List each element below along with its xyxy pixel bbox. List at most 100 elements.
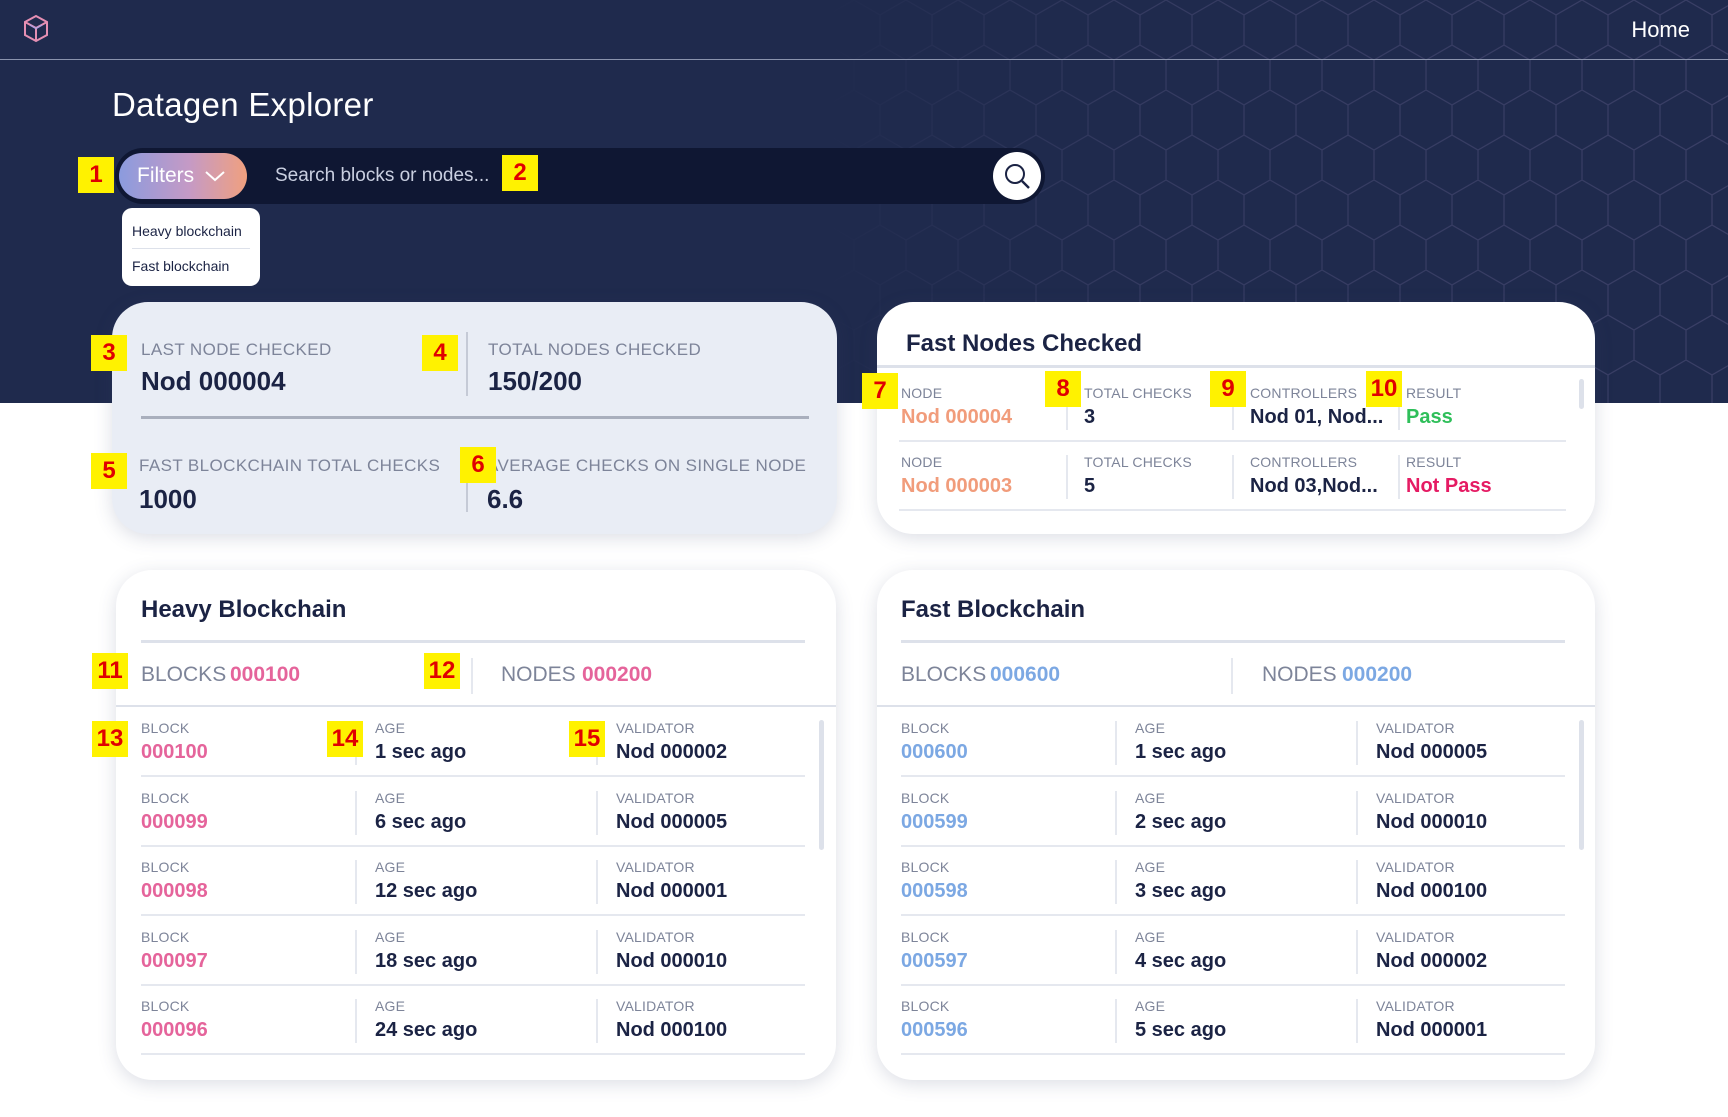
cell-separator	[471, 658, 473, 694]
age-value: 1 sec ago	[375, 741, 467, 763]
block-value[interactable]: 000597	[901, 949, 968, 972]
node-label: NODE	[901, 385, 943, 401]
annotation-marker: 14	[327, 721, 363, 757]
block-label: BLOCK	[141, 859, 190, 875]
scrollbar[interactable]	[1579, 720, 1584, 850]
cell-separator	[355, 929, 357, 974]
cell-separator	[1115, 929, 1117, 974]
validator-value[interactable]: Nod 000002	[616, 741, 728, 763]
nodes-count: 000200	[582, 663, 653, 686]
annotation-marker: 7	[862, 373, 898, 409]
total-checks-label: TOTAL CHECKS	[1084, 454, 1192, 470]
block-value[interactable]: 000599	[901, 810, 968, 833]
annotation-marker: 13	[92, 721, 128, 757]
age-label: AGE	[1135, 789, 1166, 806]
cell-separator	[1115, 790, 1117, 835]
cell-separator	[355, 999, 357, 1043]
age-label: AGE	[1135, 998, 1166, 1014]
annotation-marker: 1	[78, 157, 114, 193]
annotation-marker: 6	[460, 447, 496, 483]
scrollbar[interactable]	[1579, 379, 1584, 409]
block-value[interactable]: 000598	[901, 880, 968, 902]
block-label: BLOCK	[141, 789, 190, 806]
annotation-marker: 4	[422, 335, 458, 371]
annotation-marker: 11	[92, 653, 128, 689]
row-divider	[141, 983, 805, 986]
result-not-pass: Not Pass	[1406, 475, 1492, 497]
age-label: AGE	[375, 789, 406, 806]
scrollbar[interactable]	[819, 720, 824, 850]
validator-value[interactable]: Nod 000100	[1376, 880, 1488, 902]
controllers-label: CONTROLLERS	[1250, 385, 1358, 401]
search-button[interactable]	[993, 152, 1041, 200]
title-rule	[901, 640, 1565, 643]
section-rule	[877, 705, 1595, 707]
age-value: 24 sec ago	[375, 1019, 478, 1041]
block-label: BLOCK	[141, 720, 190, 736]
page-title: Datagen Explorer	[112, 86, 374, 123]
block-value[interactable]: 000100	[141, 741, 208, 763]
block-value[interactable]: 000097	[141, 949, 208, 972]
validator-value[interactable]: Nod 000005	[616, 810, 728, 833]
blocks-label: BLOCKS	[141, 663, 227, 686]
nodes-label: NODES	[501, 663, 576, 686]
age-value: 12 sec ago	[375, 880, 478, 902]
avg-checks-label: AVERAGE CHECKS ON SINGLE NODE	[487, 456, 807, 475]
cell-separator	[1356, 790, 1358, 835]
nodes-count: 000200	[1342, 663, 1413, 686]
age-value: 5 sec ago	[1135, 1019, 1227, 1041]
validator-value[interactable]: Nod 000010	[1376, 810, 1488, 833]
age-label: AGE	[1135, 928, 1166, 945]
search-bar: Filters	[115, 148, 1045, 204]
cell-separator	[596, 999, 598, 1043]
filter-option-heavy[interactable]: Heavy blockchain	[132, 223, 250, 249]
node-value[interactable]: Nod 000004	[901, 406, 1013, 428]
validator-value[interactable]: Nod 000001	[616, 880, 728, 902]
row-divider	[899, 509, 1566, 511]
block-label: BLOCK	[141, 928, 190, 945]
annotation-marker: 9	[1210, 371, 1246, 407]
row-divider	[899, 440, 1566, 442]
block-value[interactable]: 000096	[141, 1019, 208, 1041]
block-value[interactable]: 000596	[901, 1019, 968, 1041]
validator-value[interactable]: Nod 000001	[1376, 1019, 1488, 1041]
age-value: 4 sec ago	[1135, 949, 1227, 972]
block-value[interactable]: 000099	[141, 810, 208, 833]
validator-value[interactable]: Nod 000002	[1376, 949, 1488, 972]
avg-checks-value: 6.6	[487, 484, 524, 514]
validator-label: VALIDATOR	[616, 720, 695, 736]
filter-option-fast[interactable]: Fast blockchain	[132, 258, 230, 274]
row-divider	[901, 775, 1565, 777]
cell-separator	[596, 790, 598, 835]
stats-separator	[141, 416, 809, 419]
cell-separator	[1398, 455, 1400, 499]
cube-logo-icon[interactable]	[20, 13, 52, 45]
block-label: BLOCK	[141, 998, 190, 1014]
heavy-blockchain-card: Heavy Blockchain BLOCKS 000100 NODES 000…	[116, 570, 836, 1080]
block-label: BLOCK	[901, 720, 950, 736]
filters-button[interactable]: Filters	[119, 153, 247, 199]
validator-value[interactable]: Nod 000010	[616, 949, 728, 972]
cell-separator	[1356, 860, 1358, 904]
last-node-label: LAST NODE CHECKED	[141, 340, 332, 359]
annotation-marker: 12	[424, 653, 460, 689]
total-nodes-label: TOTAL NODES CHECKED	[488, 340, 702, 359]
cell-separator	[1356, 999, 1358, 1043]
age-value: 1 sec ago	[1135, 741, 1227, 763]
row-divider	[901, 914, 1565, 916]
validator-value[interactable]: Nod 000100	[616, 1019, 728, 1041]
cell-separator	[596, 860, 598, 904]
node-value[interactable]: Nod 000003	[901, 475, 1013, 497]
block-label: BLOCK	[901, 998, 950, 1014]
block-value[interactable]: 000098	[141, 880, 208, 902]
fast-total-value: 1000	[139, 484, 197, 514]
block-value[interactable]: 000600	[901, 741, 968, 763]
home-link[interactable]: Home	[1631, 17, 1690, 42]
fast-nodes-title: Fast Nodes Checked	[906, 330, 1143, 357]
block-label: BLOCK	[901, 928, 950, 945]
validator-label: VALIDATOR	[616, 998, 695, 1014]
search-input[interactable]	[275, 158, 935, 194]
validator-value[interactable]: Nod 000005	[1376, 741, 1488, 763]
validator-label: VALIDATOR	[616, 859, 695, 875]
node-label: NODE	[901, 454, 943, 470]
